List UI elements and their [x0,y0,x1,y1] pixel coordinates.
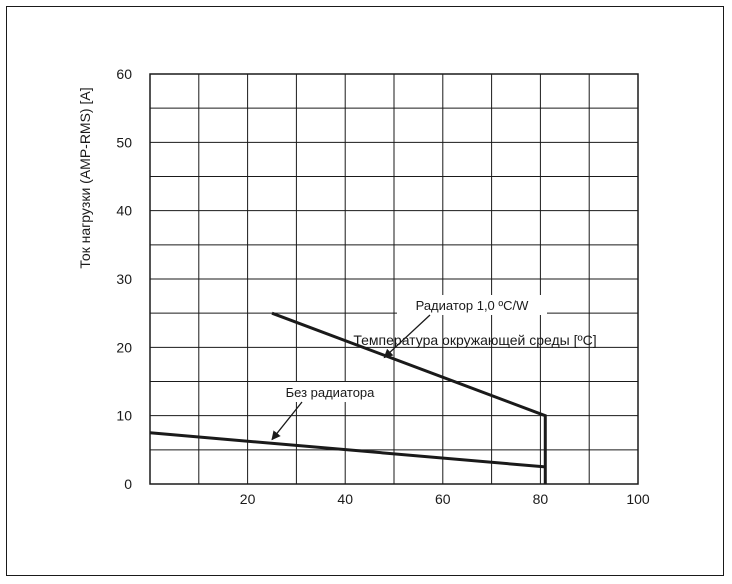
x-tick-label: 100 [626,491,650,507]
grid [150,74,638,484]
y-tick-label: 60 [116,66,132,82]
x-tick-label: 80 [533,491,549,507]
annotation-label: Радиатор 1,0 ºC/W [416,298,530,313]
x-tick-label: 40 [337,491,353,507]
y-tick-label: 0 [124,476,132,492]
y-tick-label: 20 [116,339,132,355]
x-tick-label: 60 [435,491,451,507]
x-tick-label: 20 [240,491,256,507]
annotation-label: Без радиатора [286,385,376,400]
y-tick-label: 50 [116,134,132,150]
y-tick-label: 40 [116,203,132,219]
y-axis-label: Ток нагрузки (AMP-RMS) [A] [77,87,93,268]
tick-labels: 20 40 60 80 100 0 10 20 30 40 50 60 [116,66,649,507]
annotation-arrow [272,402,302,440]
y-tick-label: 30 [116,271,132,287]
x-axis-label: Температура окружающей среды [ºC] [353,332,596,348]
annotations: Радиатор 1,0 ºC/W Без радиатора [268,295,547,440]
y-tick-label: 10 [116,408,132,424]
